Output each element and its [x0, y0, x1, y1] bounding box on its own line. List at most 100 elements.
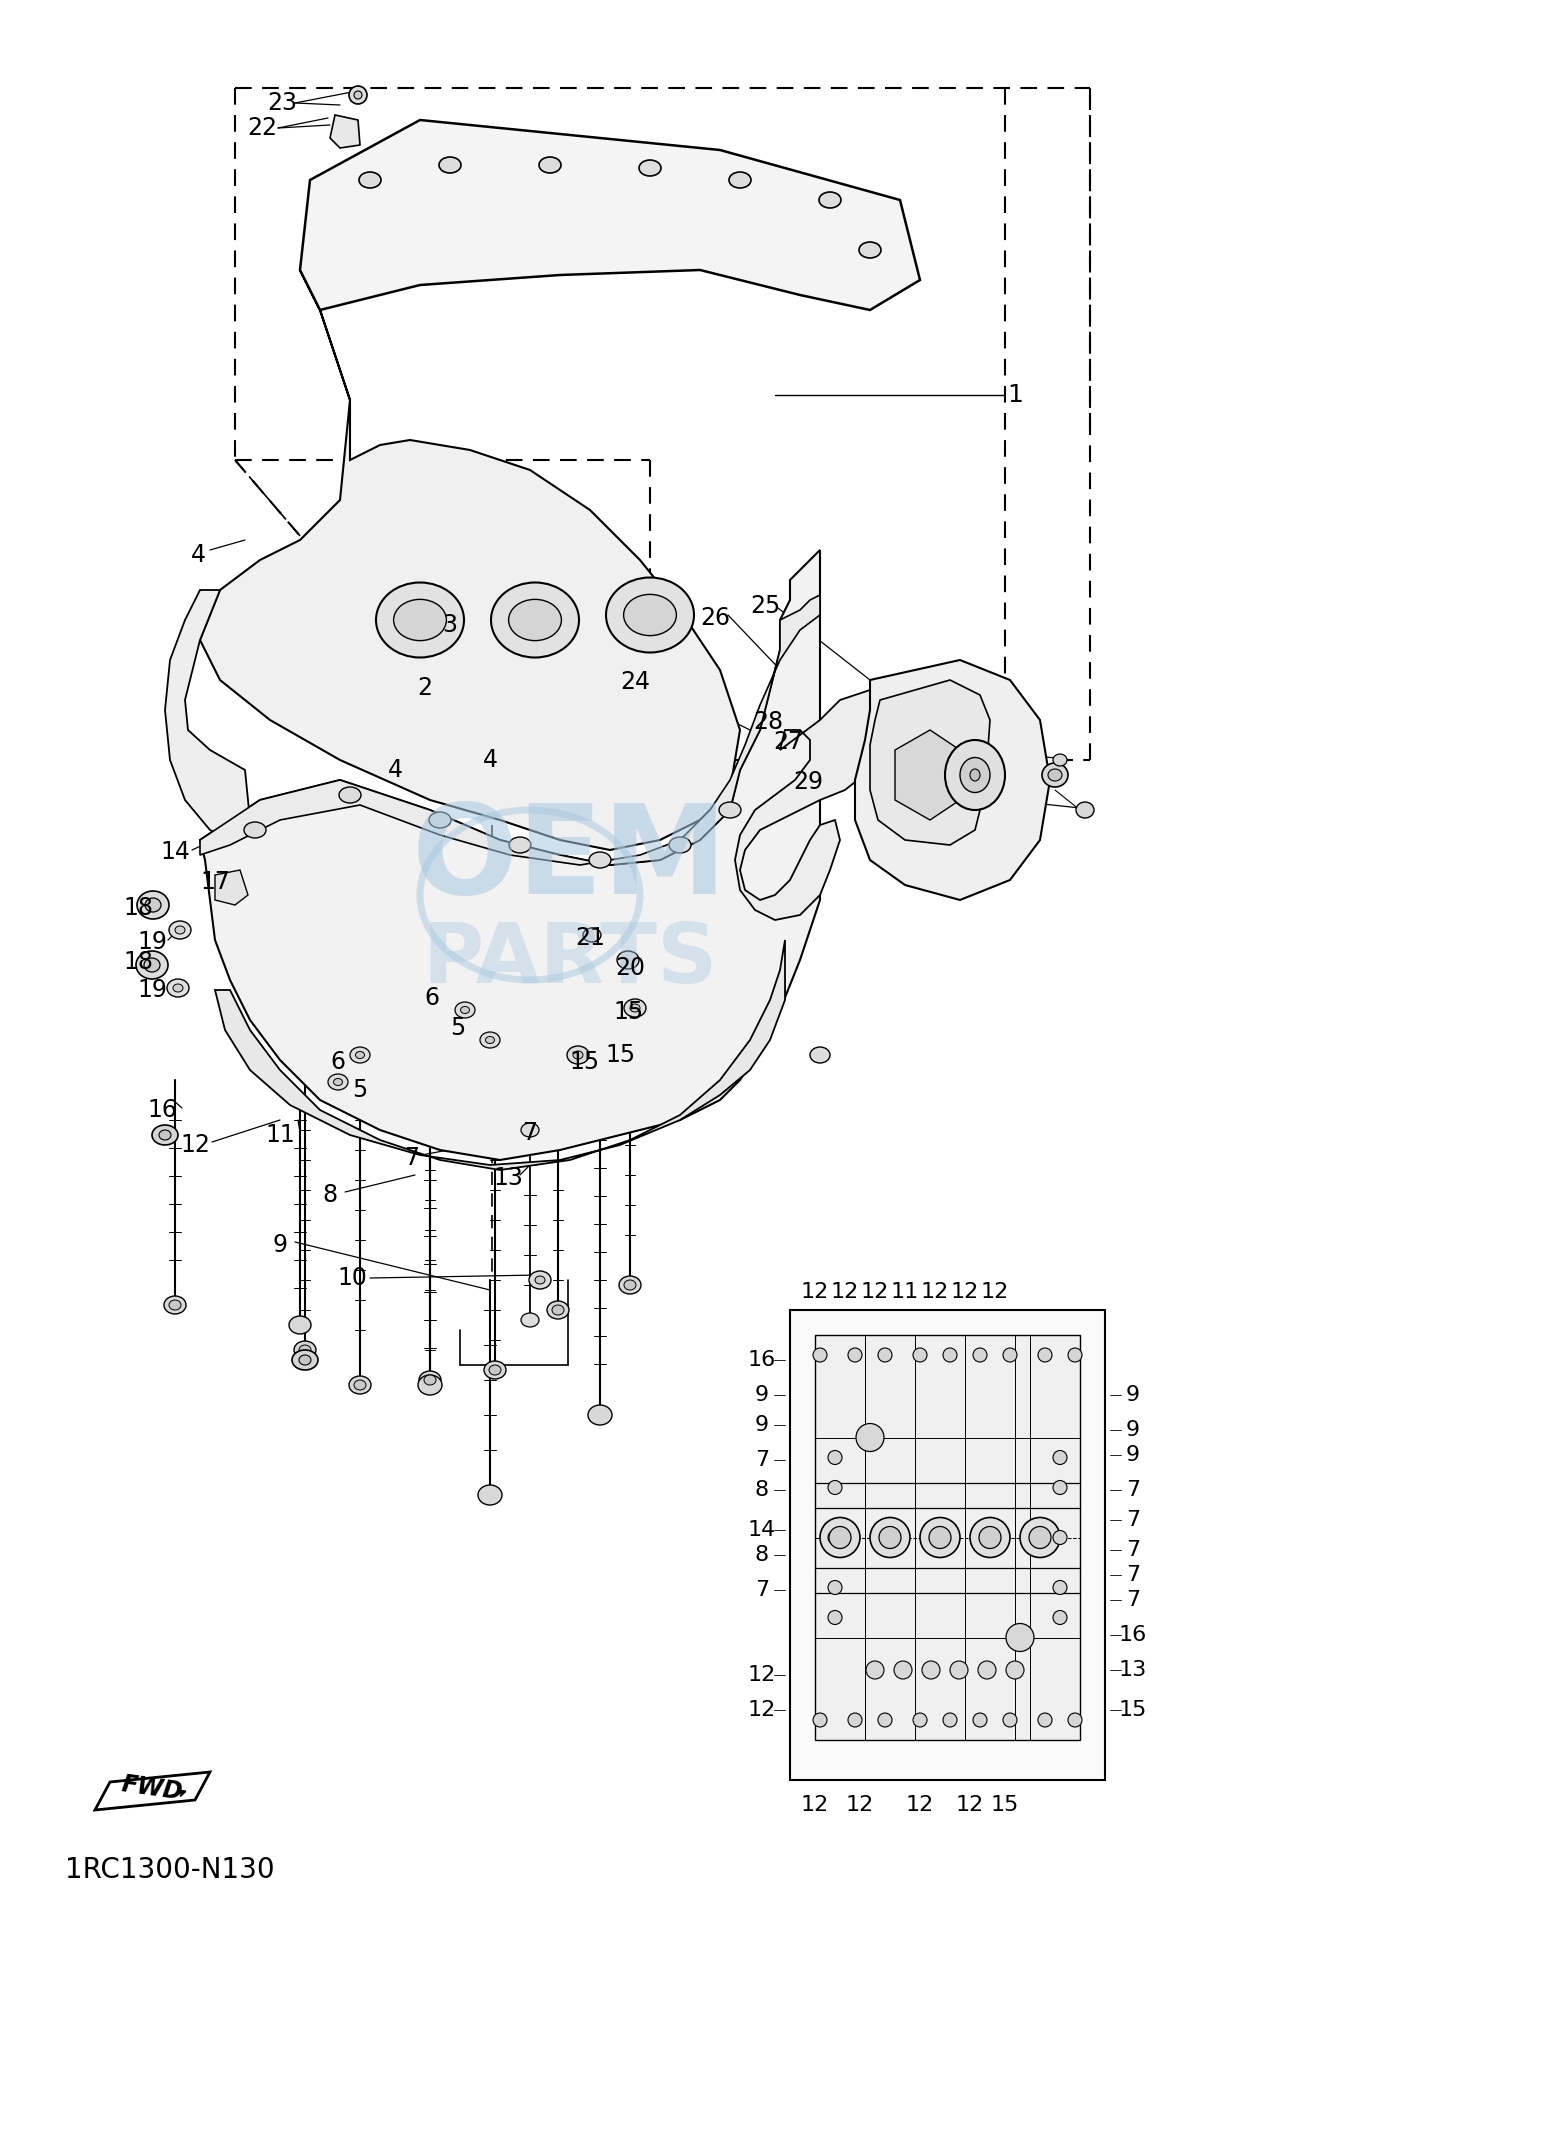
Ellipse shape — [1019, 1518, 1059, 1558]
Ellipse shape — [480, 1033, 500, 1047]
Ellipse shape — [828, 1531, 842, 1544]
Ellipse shape — [870, 1518, 910, 1558]
Ellipse shape — [813, 1714, 827, 1727]
Ellipse shape — [618, 1275, 641, 1294]
Ellipse shape — [1069, 1348, 1082, 1363]
Ellipse shape — [574, 1052, 583, 1058]
Ellipse shape — [1038, 1348, 1052, 1363]
Ellipse shape — [1002, 1348, 1018, 1363]
Text: 26: 26 — [700, 607, 729, 630]
Ellipse shape — [143, 958, 160, 973]
Ellipse shape — [291, 1350, 318, 1369]
Text: 7: 7 — [1126, 1509, 1140, 1531]
Text: 16: 16 — [748, 1350, 776, 1369]
Ellipse shape — [170, 922, 191, 939]
Ellipse shape — [439, 158, 461, 172]
Ellipse shape — [828, 1580, 842, 1595]
Text: 7: 7 — [1126, 1590, 1140, 1610]
Text: 8: 8 — [322, 1184, 338, 1207]
Ellipse shape — [1042, 762, 1069, 788]
Text: 24: 24 — [620, 671, 651, 694]
Ellipse shape — [461, 1007, 469, 1013]
Polygon shape — [854, 660, 1050, 901]
Ellipse shape — [828, 1610, 842, 1624]
Text: 12: 12 — [981, 1282, 1008, 1303]
Polygon shape — [214, 941, 785, 1171]
Ellipse shape — [529, 1271, 550, 1288]
Text: PARTS: PARTS — [423, 920, 717, 1001]
Text: 23: 23 — [267, 92, 298, 115]
Ellipse shape — [617, 952, 638, 969]
Text: 6: 6 — [330, 1050, 345, 1073]
Text: 4: 4 — [387, 758, 402, 781]
Ellipse shape — [419, 1371, 441, 1388]
Polygon shape — [200, 549, 820, 1160]
Ellipse shape — [455, 1003, 475, 1018]
Text: 12: 12 — [951, 1282, 979, 1303]
Text: 12: 12 — [831, 1282, 859, 1303]
Ellipse shape — [961, 758, 990, 792]
Ellipse shape — [136, 952, 168, 979]
Ellipse shape — [719, 803, 742, 818]
Text: 15: 15 — [604, 1043, 635, 1067]
Ellipse shape — [288, 1316, 311, 1335]
Ellipse shape — [856, 1424, 884, 1452]
Text: 15: 15 — [612, 1001, 643, 1024]
Ellipse shape — [295, 1341, 316, 1358]
Text: 16: 16 — [146, 1099, 177, 1122]
Text: 19: 19 — [137, 977, 167, 1003]
Ellipse shape — [521, 1122, 540, 1137]
Ellipse shape — [669, 837, 691, 854]
Text: 27: 27 — [773, 730, 803, 754]
Bar — [816, 1335, 1079, 1739]
Polygon shape — [165, 590, 250, 841]
Text: 7: 7 — [1126, 1480, 1140, 1501]
Ellipse shape — [145, 898, 160, 911]
Ellipse shape — [173, 984, 183, 992]
Text: 7: 7 — [756, 1580, 769, 1601]
Text: 7: 7 — [1126, 1565, 1140, 1584]
Text: 14: 14 — [748, 1520, 776, 1539]
Ellipse shape — [913, 1714, 927, 1727]
Ellipse shape — [1005, 1661, 1024, 1680]
Text: 12: 12 — [847, 1795, 874, 1816]
Ellipse shape — [867, 1661, 884, 1680]
Text: 19: 19 — [137, 930, 167, 954]
Ellipse shape — [547, 1301, 569, 1320]
Ellipse shape — [921, 1518, 961, 1558]
Polygon shape — [214, 871, 248, 905]
Text: 8: 8 — [756, 1546, 769, 1565]
Ellipse shape — [1053, 754, 1067, 766]
Ellipse shape — [970, 1518, 1010, 1558]
Ellipse shape — [970, 769, 981, 781]
Text: 25: 25 — [749, 594, 780, 617]
Ellipse shape — [509, 837, 530, 854]
Polygon shape — [870, 679, 990, 845]
Ellipse shape — [299, 1346, 311, 1354]
Ellipse shape — [830, 1526, 851, 1548]
Ellipse shape — [1053, 1580, 1067, 1595]
Ellipse shape — [1053, 1610, 1067, 1624]
Text: 18: 18 — [123, 950, 153, 973]
Text: 22: 22 — [247, 115, 278, 141]
Ellipse shape — [393, 600, 446, 641]
Text: 12: 12 — [748, 1699, 776, 1720]
Ellipse shape — [1049, 769, 1062, 781]
Ellipse shape — [486, 1037, 495, 1043]
Ellipse shape — [625, 999, 646, 1018]
Polygon shape — [200, 594, 820, 864]
Text: 14: 14 — [160, 841, 190, 864]
Ellipse shape — [625, 1280, 635, 1290]
Ellipse shape — [429, 811, 450, 828]
Ellipse shape — [1029, 1526, 1052, 1548]
Ellipse shape — [552, 1305, 564, 1316]
Ellipse shape — [606, 577, 694, 651]
Bar — [790, 1309, 1106, 1780]
Ellipse shape — [521, 1314, 540, 1326]
Text: 12: 12 — [800, 1282, 830, 1303]
Ellipse shape — [631, 1005, 640, 1011]
Text: 6: 6 — [424, 986, 439, 1009]
Ellipse shape — [877, 1348, 891, 1363]
Ellipse shape — [588, 1405, 612, 1424]
Ellipse shape — [535, 1275, 544, 1284]
